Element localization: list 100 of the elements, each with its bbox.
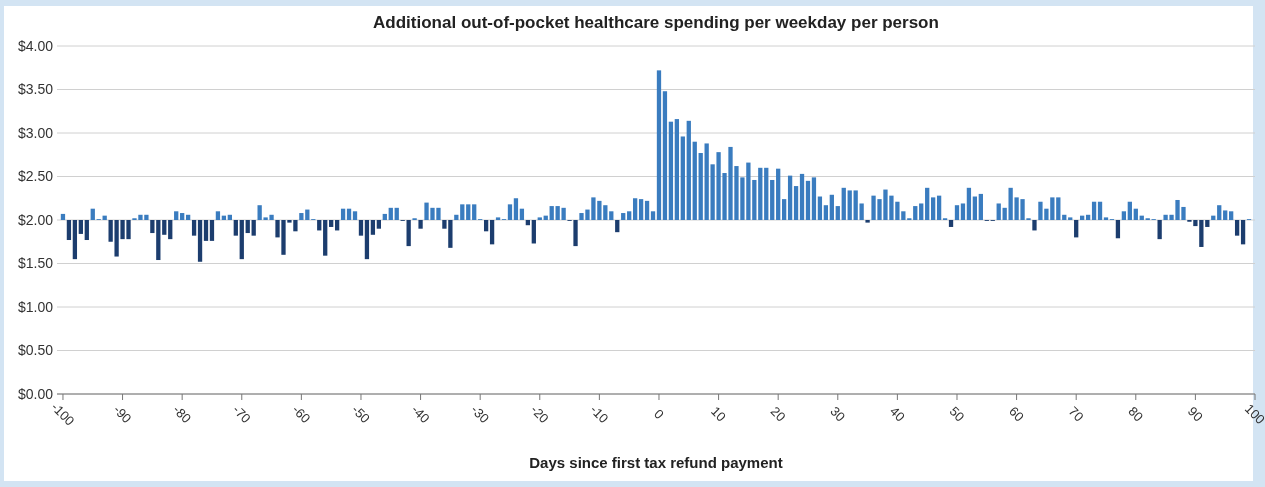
- bar: [1074, 220, 1079, 238]
- bar: [1032, 220, 1037, 231]
- bar: [776, 168, 781, 220]
- bar: [758, 167, 763, 220]
- x-tick-label: 80: [1125, 403, 1147, 425]
- bar: [227, 214, 232, 220]
- bar: [1056, 197, 1061, 220]
- bar: [388, 207, 393, 220]
- bar: [674, 119, 680, 220]
- bar: [513, 198, 519, 220]
- x-tick-label: -80: [170, 402, 195, 426]
- y-tick-label: $3.00: [17, 124, 54, 141]
- bar: [180, 213, 185, 220]
- bar: [84, 220, 89, 241]
- bar: [90, 208, 95, 220]
- x-tick-label: 70: [1065, 403, 1087, 425]
- y-tick-label: $0.50: [17, 342, 54, 359]
- bar: [1234, 220, 1240, 236]
- bar: [364, 220, 370, 260]
- bar: [197, 220, 203, 262]
- bar: [960, 203, 966, 220]
- bar: [865, 220, 870, 223]
- bar: [954, 205, 960, 220]
- bar: [329, 220, 334, 227]
- x-tick-label: -70: [229, 402, 254, 426]
- bar: [1115, 220, 1121, 239]
- bar: [66, 220, 72, 241]
- x-tick-label: -90: [110, 402, 135, 426]
- y-tick-label: $4.00: [17, 37, 54, 54]
- bar: [531, 220, 536, 244]
- x-tick-label: 100: [1241, 401, 1265, 428]
- x-tick-label: -40: [408, 402, 433, 426]
- bar: [495, 217, 501, 220]
- x-tick-label: -20: [527, 402, 552, 426]
- bar: [323, 220, 328, 256]
- x-axis-title: Days since first tax refund payment: [529, 454, 783, 471]
- x-tick-label: 40: [886, 403, 908, 425]
- bar: [1133, 208, 1138, 220]
- bar: [507, 204, 513, 220]
- bar: [936, 195, 942, 220]
- bar: [72, 220, 78, 260]
- bar: [972, 196, 978, 220]
- bar: [162, 220, 167, 235]
- bar: [358, 220, 364, 236]
- x-tick-label: 60: [1006, 403, 1027, 425]
- bar: [787, 175, 793, 220]
- bar: [60, 213, 66, 220]
- bar: [835, 206, 840, 220]
- bar: [472, 204, 477, 220]
- bar: [483, 220, 489, 232]
- bar: [537, 217, 542, 220]
- bar: [394, 207, 399, 220]
- bar: [925, 187, 930, 220]
- bar: [1127, 201, 1132, 220]
- x-tick-label: -10: [587, 402, 612, 426]
- bar: [382, 213, 387, 220]
- bar: [966, 187, 972, 220]
- bar: [519, 208, 525, 220]
- bar: [764, 167, 769, 220]
- x-tick-label: 10: [708, 403, 729, 425]
- bar: [1085, 214, 1091, 220]
- bar: [627, 211, 632, 220]
- bar: [978, 193, 983, 220]
- x-tick-label: -100: [48, 399, 78, 429]
- bar: [251, 220, 256, 236]
- bar: [185, 214, 191, 220]
- bar: [460, 204, 465, 220]
- bar: [793, 186, 799, 220]
- bar: [919, 203, 924, 220]
- bar: [454, 214, 459, 220]
- y-tick-label: $2.00: [17, 211, 54, 228]
- bar: [489, 220, 495, 245]
- y-tick-label: $0.00: [17, 385, 54, 402]
- bar: [466, 204, 471, 220]
- y-tick-label: $1.50: [17, 255, 54, 272]
- bar: [948, 220, 954, 227]
- bar: [615, 220, 620, 233]
- x-tick-label: 20: [767, 403, 789, 425]
- bar: [239, 220, 244, 260]
- y-tick-label: $1.00: [17, 298, 54, 315]
- x-tick-label: 50: [946, 403, 968, 425]
- bar: [78, 220, 83, 234]
- bar: [692, 141, 697, 220]
- bar: [1229, 211, 1234, 220]
- bar: [1240, 220, 1246, 245]
- bar: [644, 200, 650, 220]
- bar: [168, 220, 173, 240]
- bar: [340, 208, 346, 220]
- bar: [805, 180, 811, 220]
- bar: [656, 70, 662, 220]
- bar: [233, 220, 238, 236]
- bar: [525, 220, 530, 226]
- bar: [418, 220, 423, 229]
- bar: [370, 220, 376, 235]
- bar: [215, 211, 221, 220]
- bar: [662, 91, 668, 220]
- bar: [346, 208, 352, 220]
- x-tick-label: -50: [348, 402, 373, 426]
- bar: [913, 206, 918, 220]
- bar: [352, 211, 358, 220]
